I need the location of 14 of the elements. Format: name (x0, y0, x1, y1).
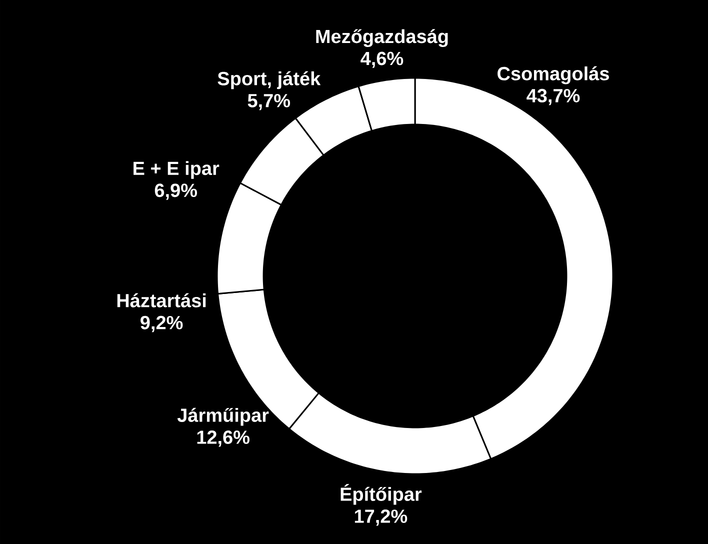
data-label: 12,6% (197, 430, 250, 447)
slice-label: Járműipar (177, 408, 269, 426)
slice-label: Csomagolás (498, 66, 609, 84)
data-label: 43,7% (526, 88, 580, 106)
slice-label: Építőipar (340, 484, 422, 505)
slice-label: E + E ipar (134, 161, 220, 179)
slice-label: Sport, játék (218, 71, 321, 90)
data-label: 17,2% (354, 510, 408, 526)
data-label: 9,2% (140, 316, 183, 332)
data-label: 6,9% (154, 184, 197, 200)
slice-label: Mezőgazdaság (316, 29, 448, 48)
slice-label: Háztartási (117, 293, 206, 308)
data-label: 4,6% (360, 52, 404, 68)
data-label: 5,7% (248, 94, 290, 110)
